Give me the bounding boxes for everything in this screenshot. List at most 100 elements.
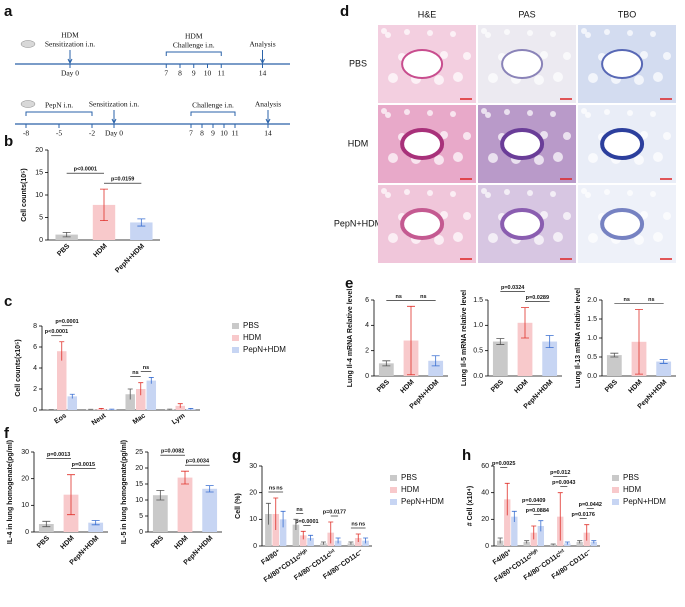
- event-label: PepN i.n.: [45, 101, 73, 110]
- y-tick-label: 30: [249, 463, 257, 470]
- error-bar: [550, 543, 556, 546]
- alveolus: [588, 153, 598, 163]
- significance-label: p=0.0001: [295, 519, 318, 525]
- y-tick-label: 8: [33, 323, 37, 330]
- y-tick-label: 15: [35, 169, 43, 176]
- bar: [492, 341, 508, 376]
- bar: [511, 516, 518, 546]
- error-bar: [531, 525, 537, 540]
- alveolus: [388, 233, 398, 243]
- alveolus: [504, 109, 510, 115]
- alveolus: [663, 52, 671, 60]
- significance-label: ns: [296, 507, 302, 513]
- y-tick-label: 30: [21, 449, 29, 456]
- significance-label: p=0.0159: [111, 177, 134, 183]
- alveolus: [534, 155, 544, 165]
- y-tick-label: 15: [135, 481, 143, 488]
- alveolus: [604, 29, 610, 35]
- error-bar: [538, 520, 544, 532]
- bar: [136, 389, 146, 410]
- alveolus: [627, 110, 633, 116]
- alveolus: [634, 235, 644, 245]
- error-bar: [148, 377, 154, 384]
- bar: [85, 409, 96, 410]
- y-tick-label: 1.0: [473, 322, 483, 329]
- error-bar: [138, 382, 144, 396]
- error-bar: [659, 359, 668, 364]
- day-label: 7: [164, 69, 168, 78]
- airway: [600, 208, 645, 240]
- y-tick-label: 20: [249, 490, 257, 497]
- error-bar: [91, 520, 100, 526]
- significance-label: p=0.0082: [161, 449, 184, 455]
- x-tick-label: HDM: [399, 379, 415, 395]
- y-tick-label: 0: [33, 407, 37, 414]
- significance-label: ns: [420, 294, 426, 300]
- x-tick-label: PBS: [150, 535, 165, 550]
- alveolus: [404, 189, 410, 195]
- error-bar: [524, 540, 530, 544]
- arrow-head: [265, 118, 271, 125]
- alveolus: [585, 32, 591, 38]
- bar: [92, 204, 116, 240]
- x-tick-label: F4/80⁺CD11cʰⁱᵍʰ: [262, 547, 310, 585]
- event-label: Challenge i.n.: [173, 41, 215, 50]
- significance-label: p=0.0034: [186, 459, 210, 465]
- significance-label: p<0.0001: [45, 329, 68, 335]
- day-label: 11: [231, 129, 238, 138]
- legend-swatch: [390, 499, 397, 505]
- legend-label: HDM: [623, 485, 642, 494]
- error-bar: [407, 305, 415, 376]
- alveolus: [388, 153, 398, 163]
- day-label: 8: [200, 129, 204, 138]
- error-bar: [273, 497, 279, 530]
- alveolus: [385, 32, 391, 38]
- y-tick-label: 0: [485, 543, 489, 550]
- significance-label: ns: [351, 521, 357, 527]
- significance-label: ns: [276, 485, 282, 491]
- y-axis-label: IL-4 in lung homogenate(pg/ml): [7, 440, 14, 544]
- alveolus: [453, 232, 463, 242]
- y-tick-label: 20: [21, 476, 29, 483]
- error-bar: [504, 482, 510, 516]
- error-bar: [564, 541, 570, 545]
- bar: [428, 360, 444, 376]
- bar: [606, 355, 622, 376]
- bar: [497, 540, 504, 546]
- y-axis-label: Lung Il-5 mRNA relative level: [461, 290, 468, 386]
- significance-label: p=0.0176: [572, 512, 595, 518]
- bar: [576, 542, 583, 546]
- y-tick-label: 40: [481, 490, 489, 497]
- significance-label: p=0.0015: [72, 462, 95, 468]
- day-label: 8: [178, 69, 182, 78]
- alveolus: [381, 188, 387, 194]
- alveolus: [640, 51, 648, 59]
- y-tick-label: 0.5: [473, 348, 483, 355]
- alveolus: [653, 152, 663, 162]
- error-bar: [42, 520, 51, 528]
- event-label: Analysis: [255, 100, 281, 109]
- alveolus: [553, 72, 563, 82]
- bar: [542, 341, 558, 376]
- alveolus: [381, 108, 387, 114]
- alveolus: [588, 73, 598, 83]
- x-tick-label: HDM: [92, 243, 108, 259]
- alveolus: [434, 155, 444, 165]
- significance-label: p=0.0884: [526, 508, 550, 514]
- alveolus: [440, 131, 448, 139]
- day-label: 9: [211, 129, 215, 138]
- day-label: Day 0: [61, 69, 79, 78]
- alveolus: [385, 112, 391, 118]
- y-axis-label: Cell counts(x10⁵): [15, 339, 22, 396]
- alveolus: [650, 31, 656, 37]
- y-tick-label: 0: [253, 543, 257, 550]
- alveolus: [634, 75, 644, 85]
- x-tick-label: PBS: [36, 535, 51, 550]
- alveolus: [527, 30, 533, 36]
- event-label: HDM: [61, 31, 79, 40]
- error-bar: [188, 408, 194, 410]
- error-bar: [497, 537, 503, 544]
- legend-label: PepN+HDM: [401, 497, 444, 506]
- day-label: 11: [218, 69, 225, 78]
